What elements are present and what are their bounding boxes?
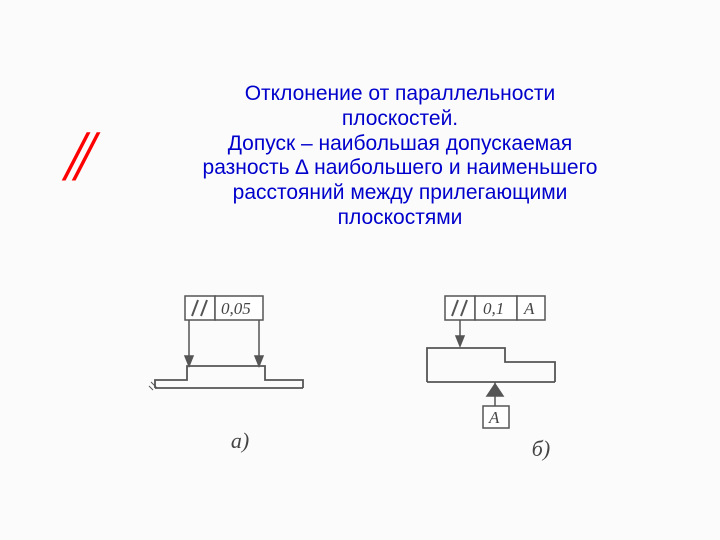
diagram-b-label: б) — [532, 436, 550, 462]
diagram-a: 0,05 а) — [145, 292, 335, 484]
title-text: Отклонение от параллельности плоскостей.… — [190, 82, 610, 231]
tol-a-value: 0,05 — [221, 299, 251, 318]
diagram-row: 0,05 а) — [145, 292, 605, 484]
title-line-3: Допуск – наибольшая допускаемая — [190, 132, 610, 157]
datum-box-label: А — [488, 408, 500, 427]
diagram-b-svg: 0,1 А А — [405, 292, 605, 452]
title-line-1: Отклонение от параллельности — [190, 82, 610, 107]
tol-b-value: 0,1 — [483, 299, 504, 318]
diagram-a-svg: 0,05 — [145, 292, 335, 422]
title-line-5: расстояний между прилегающими — [190, 181, 610, 206]
title-line-6: плоскостями — [190, 206, 610, 231]
parallelism-symbol: // — [65, 115, 85, 198]
diagram-a-label: а) — [231, 428, 249, 454]
diagram-b: 0,1 А А б) — [405, 292, 605, 484]
title-line-2: плоскостей. — [190, 107, 610, 132]
tol-b-datum: А — [523, 299, 535, 318]
title-line-4: разность ∆ наибольшего и наименьшего — [190, 156, 610, 181]
